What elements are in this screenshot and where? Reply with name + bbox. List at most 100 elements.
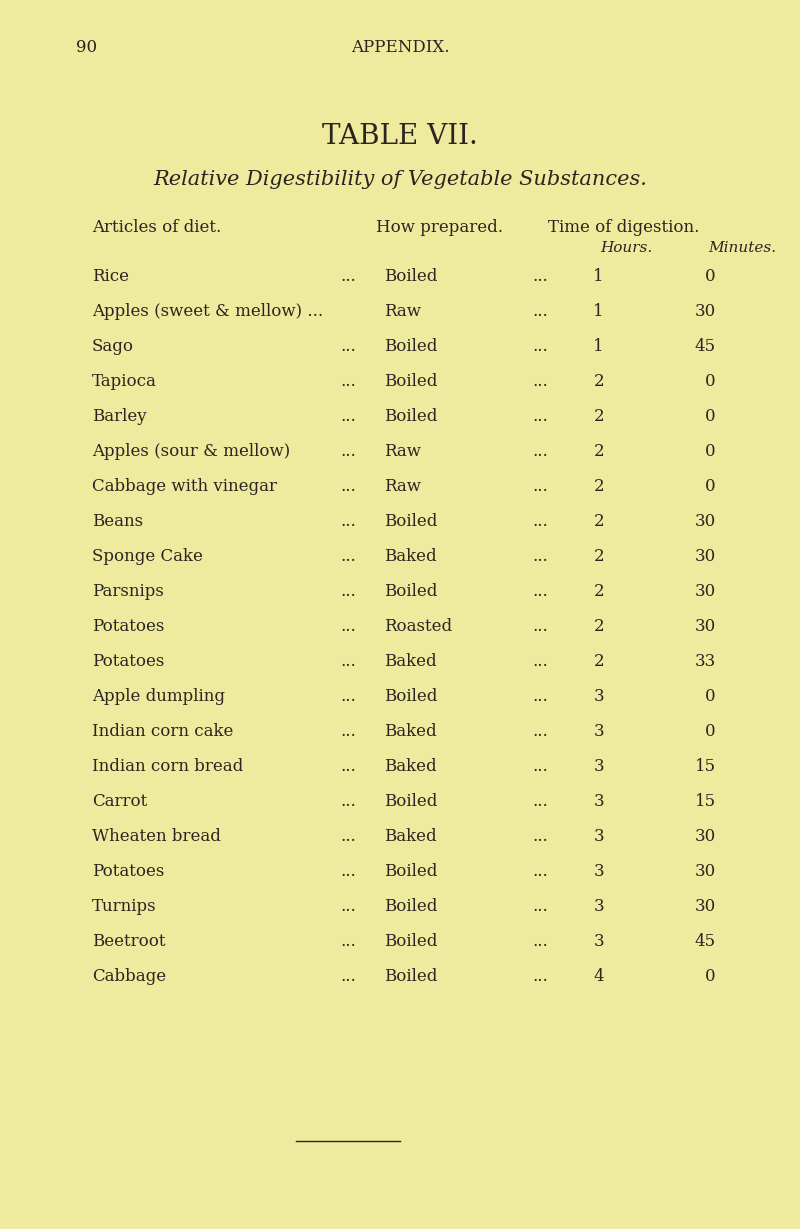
Text: 3: 3	[594, 898, 604, 916]
Text: Baked: Baked	[384, 548, 437, 565]
Text: 0: 0	[706, 723, 716, 740]
Text: 2: 2	[594, 618, 604, 635]
Text: ...: ...	[340, 374, 356, 390]
Text: 0: 0	[706, 688, 716, 705]
Text: ...: ...	[532, 548, 548, 565]
Text: Boiled: Boiled	[384, 514, 438, 530]
Text: ...: ...	[340, 934, 356, 950]
Text: 15: 15	[695, 758, 716, 775]
Text: ...: ...	[532, 934, 548, 950]
Text: ...: ...	[532, 794, 548, 810]
Text: Indian corn bread: Indian corn bread	[92, 758, 243, 775]
Text: ...: ...	[532, 828, 548, 846]
Text: Boiled: Boiled	[384, 408, 438, 425]
Text: ...: ...	[532, 898, 548, 916]
Text: ...: ...	[340, 268, 356, 285]
Text: 0: 0	[706, 968, 716, 986]
Text: ...: ...	[532, 863, 548, 880]
Text: ...: ...	[532, 654, 548, 670]
Text: Boiled: Boiled	[384, 794, 438, 810]
Text: ...: ...	[340, 794, 356, 810]
Text: ...: ...	[532, 514, 548, 530]
Text: Raw: Raw	[384, 478, 421, 495]
Text: Baked: Baked	[384, 828, 437, 846]
Text: 30: 30	[694, 514, 716, 530]
Text: 45: 45	[695, 338, 716, 355]
Text: Beans: Beans	[92, 514, 143, 530]
Text: ...: ...	[340, 968, 356, 986]
Text: 90: 90	[76, 39, 97, 57]
Text: TABLE VII.: TABLE VII.	[322, 123, 478, 150]
Text: 2: 2	[594, 514, 604, 530]
Text: ...: ...	[340, 828, 356, 846]
Text: ...: ...	[340, 338, 356, 355]
Text: Boiled: Boiled	[384, 898, 438, 916]
Text: Apples (sweet & mellow) ...: Apples (sweet & mellow) ...	[92, 302, 323, 320]
Text: APPENDIX.: APPENDIX.	[350, 39, 450, 57]
Text: ...: ...	[532, 338, 548, 355]
Text: ...: ...	[532, 444, 548, 460]
Text: ...: ...	[532, 478, 548, 495]
Text: ...: ...	[532, 584, 548, 600]
Text: Boiled: Boiled	[384, 968, 438, 986]
Text: Wheaten bread: Wheaten bread	[92, 828, 221, 846]
Text: ...: ...	[340, 618, 356, 635]
Text: 0: 0	[706, 374, 716, 390]
Text: Boiled: Boiled	[384, 374, 438, 390]
Text: Apples (sour & mellow): Apples (sour & mellow)	[92, 444, 290, 460]
Text: Beetroot: Beetroot	[92, 934, 166, 950]
Text: ...: ...	[532, 758, 548, 775]
Text: ...: ...	[340, 478, 356, 495]
Text: Time of digestion.: Time of digestion.	[548, 219, 699, 236]
Text: 2: 2	[594, 548, 604, 565]
Text: Relative Digestibility of Vegetable Substances.: Relative Digestibility of Vegetable Subs…	[153, 170, 647, 188]
Text: Turnips: Turnips	[92, 898, 157, 916]
Text: ...: ...	[532, 968, 548, 986]
Text: Boiled: Boiled	[384, 688, 438, 705]
Text: ...: ...	[340, 654, 356, 670]
Text: 30: 30	[694, 828, 716, 846]
Text: 30: 30	[694, 584, 716, 600]
Text: 1: 1	[594, 302, 604, 320]
Text: 30: 30	[694, 898, 716, 916]
Text: 2: 2	[594, 444, 604, 460]
Text: 0: 0	[706, 444, 716, 460]
Text: 30: 30	[694, 618, 716, 635]
Text: 30: 30	[694, 548, 716, 565]
Text: 3: 3	[594, 934, 604, 950]
Text: ...: ...	[340, 514, 356, 530]
Text: ...: ...	[532, 374, 548, 390]
Text: ...: ...	[532, 302, 548, 320]
Text: ...: ...	[340, 688, 356, 705]
Text: 0: 0	[706, 478, 716, 495]
Text: 30: 30	[694, 302, 716, 320]
Text: 3: 3	[594, 828, 604, 846]
Text: Boiled: Boiled	[384, 584, 438, 600]
Text: 15: 15	[695, 794, 716, 810]
Text: Raw: Raw	[384, 302, 421, 320]
Text: 1: 1	[594, 268, 604, 285]
Text: Potatoes: Potatoes	[92, 654, 164, 670]
Text: 2: 2	[594, 408, 604, 425]
Text: Baked: Baked	[384, 758, 437, 775]
Text: Rice: Rice	[92, 268, 129, 285]
Text: Boiled: Boiled	[384, 338, 438, 355]
Text: ...: ...	[532, 723, 548, 740]
Text: ...: ...	[340, 548, 356, 565]
Text: Cabbage with vinegar: Cabbage with vinegar	[92, 478, 277, 495]
Text: ...: ...	[340, 898, 356, 916]
Text: ...: ...	[340, 863, 356, 880]
Text: 33: 33	[694, 654, 716, 670]
Text: ...: ...	[340, 723, 356, 740]
Text: Raw: Raw	[384, 444, 421, 460]
Text: ...: ...	[532, 268, 548, 285]
Text: How prepared.: How prepared.	[376, 219, 503, 236]
Text: ...: ...	[532, 688, 548, 705]
Text: 2: 2	[594, 584, 604, 600]
Text: 4: 4	[594, 968, 604, 986]
Text: 1: 1	[594, 338, 604, 355]
Text: ...: ...	[340, 444, 356, 460]
Text: Carrot: Carrot	[92, 794, 147, 810]
Text: 3: 3	[594, 723, 604, 740]
Text: Sago: Sago	[92, 338, 134, 355]
